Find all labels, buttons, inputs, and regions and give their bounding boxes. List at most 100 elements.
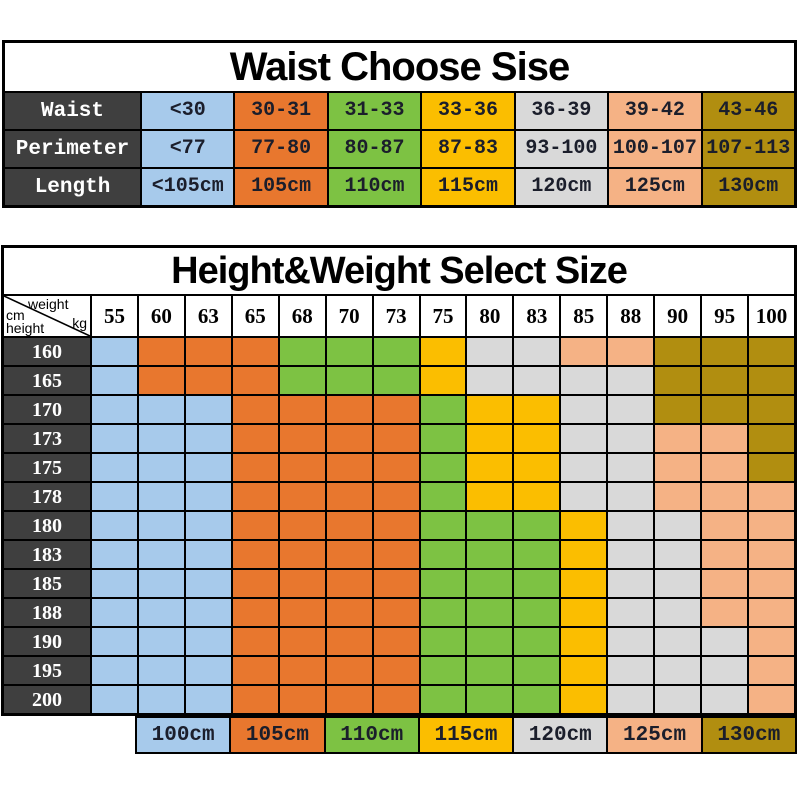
axis-corner-cell: weight kg cm height [4, 296, 90, 336]
weight-header-cell: 100 [749, 296, 794, 336]
waist-value-cell: 31-33 [328, 93, 421, 129]
size-cell [561, 367, 607, 394]
height-row-label: 165 [4, 367, 90, 394]
height-row-label: 195 [4, 657, 90, 684]
waist-value-cell: 30-31 [235, 93, 327, 129]
size-cell [232, 599, 278, 626]
size-cell [138, 483, 184, 510]
size-cell [467, 454, 513, 481]
size-cell [655, 657, 701, 684]
size-cell [373, 628, 419, 655]
size-cell [279, 338, 325, 365]
size-cell [373, 483, 419, 510]
height-row-label: 190 [4, 628, 90, 655]
size-cell [514, 628, 560, 655]
waist-value-cell: 93-100 [515, 131, 608, 167]
size-cell [92, 454, 137, 481]
waist-value-cell: <105cm [142, 169, 234, 205]
weight-header-cell: 95 [702, 296, 748, 336]
size-cell [608, 599, 654, 626]
size-cell [514, 657, 560, 684]
size-cell [232, 570, 278, 597]
size-cell [185, 367, 231, 394]
waist-value-cell: 77-80 [235, 131, 327, 167]
size-cell [326, 686, 372, 713]
size-cell [185, 628, 231, 655]
size-cell [138, 338, 184, 365]
size-cell [608, 367, 654, 394]
weight-header-cell: 55 [92, 296, 137, 336]
size-cell [608, 686, 654, 713]
size-cell [373, 396, 419, 423]
waist-value-cell: 100-107 [609, 131, 701, 167]
size-cell [467, 628, 513, 655]
size-cell [232, 425, 278, 452]
size-cell [467, 686, 513, 713]
size-cell [702, 512, 748, 539]
size-cell [185, 425, 231, 452]
size-cell [702, 628, 748, 655]
size-cell [655, 541, 701, 568]
waist-value-cell: <77 [142, 131, 234, 167]
size-cell [92, 570, 137, 597]
height-weight-table: Height&Weight Select Size weight kg cm heig… [1, 245, 797, 716]
size-cell [92, 396, 137, 423]
size-cell [420, 483, 466, 510]
size-cell [702, 367, 748, 394]
waist-row-label: Perimeter [5, 131, 140, 167]
weight-header-cell: 73 [373, 296, 419, 336]
size-cell [138, 657, 184, 684]
waist-value-cell: 33-36 [422, 93, 514, 129]
weight-header-cell: 88 [608, 296, 654, 336]
size-cell [514, 512, 560, 539]
size-cell [655, 454, 701, 481]
size-cell [749, 454, 794, 481]
size-cell [467, 483, 513, 510]
size-cell [561, 338, 607, 365]
size-cell [749, 396, 794, 423]
size-cell [185, 454, 231, 481]
size-cell [373, 454, 419, 481]
size-cell [326, 599, 372, 626]
size-cell [608, 570, 654, 597]
size-cell [655, 599, 701, 626]
waist-row-label: Length [5, 169, 140, 205]
size-cell [655, 367, 701, 394]
size-cell [279, 657, 325, 684]
weight-header-cell: 60 [138, 296, 184, 336]
waist-value-cell: 125cm [609, 169, 701, 205]
size-cell [702, 425, 748, 452]
size-cell [373, 541, 419, 568]
size-cell [420, 686, 466, 713]
weight-header-cell: 63 [185, 296, 231, 336]
size-cell [467, 425, 513, 452]
legend-item: 105cm [231, 718, 324, 752]
size-cell [702, 454, 748, 481]
size-cell [232, 512, 278, 539]
legend-item: 110cm [325, 718, 418, 752]
size-cell [702, 686, 748, 713]
size-cell [326, 657, 372, 684]
size-cell [232, 657, 278, 684]
size-cell [420, 657, 466, 684]
size-cell [326, 570, 372, 597]
size-cell [514, 541, 560, 568]
weight-header-cell: 80 [467, 296, 513, 336]
size-cell [373, 599, 419, 626]
height-row-label: 175 [4, 454, 90, 481]
size-cell [655, 338, 701, 365]
size-cell [702, 570, 748, 597]
size-cell [232, 338, 278, 365]
size-cell [420, 599, 466, 626]
size-cell [138, 454, 184, 481]
size-cell [749, 512, 794, 539]
size-cell [279, 686, 325, 713]
size-cell [749, 338, 794, 365]
weight-header-cell: 70 [326, 296, 372, 336]
size-cell [467, 338, 513, 365]
size-cell [514, 686, 560, 713]
size-cell [420, 396, 466, 423]
waist-table-grid: Waist <30 30-31 31-33 33-36 36-39 39-42 43-46 Pe… [5, 91, 794, 205]
size-cell [279, 512, 325, 539]
legend-item: 100cm [137, 718, 230, 752]
